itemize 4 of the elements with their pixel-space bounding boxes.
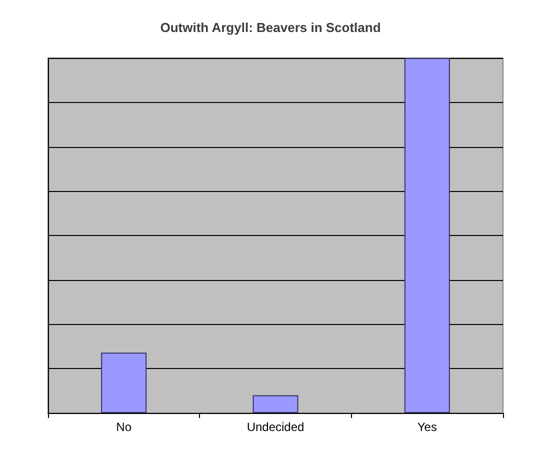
- chart-title: Outwith Argyll: Beavers in Scotland: [160, 20, 381, 35]
- x-tick-label: No: [116, 420, 132, 434]
- x-tick-label: Yes: [417, 420, 437, 434]
- x-tick-label: Undecided: [246, 420, 304, 434]
